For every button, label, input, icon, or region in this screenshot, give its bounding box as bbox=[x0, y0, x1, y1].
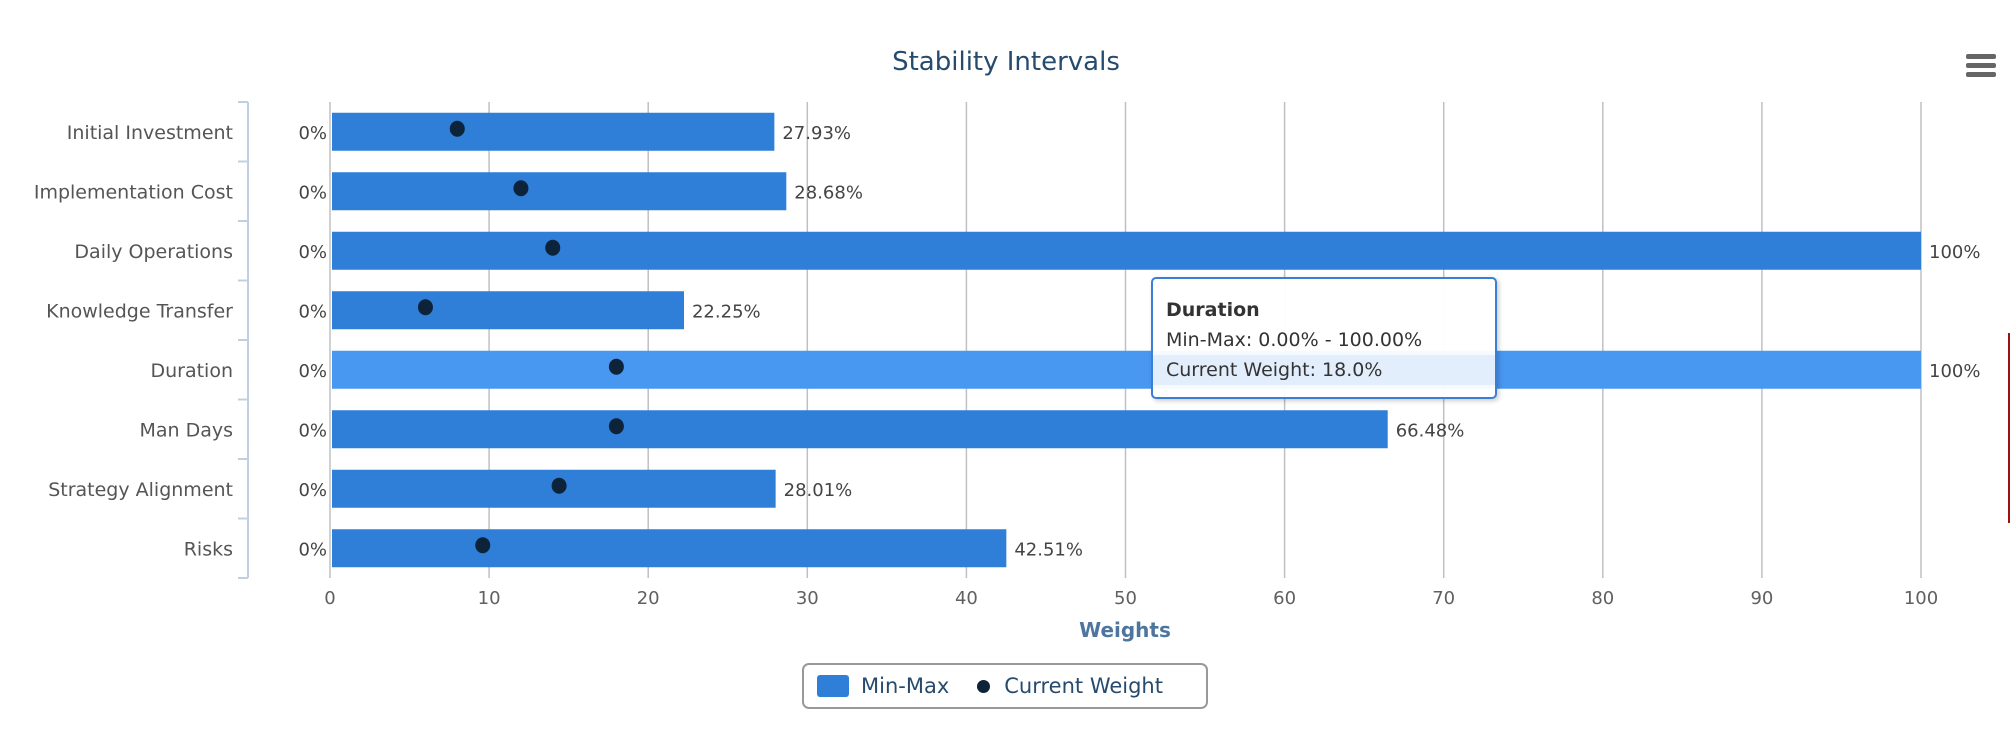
bar-high-label: 22.25% bbox=[692, 301, 761, 322]
category-label: Risks bbox=[184, 538, 233, 560]
x-tick-label: 30 bbox=[796, 588, 819, 609]
x-tick-label: 0 bbox=[324, 588, 335, 609]
current-weight-point bbox=[449, 120, 465, 137]
current-weight-point bbox=[475, 537, 491, 554]
x-tick-label: 10 bbox=[478, 588, 501, 609]
category-label: Strategy Alignment bbox=[48, 479, 233, 501]
bar-low-label: 0% bbox=[298, 361, 327, 382]
bar-min-max bbox=[332, 350, 1921, 389]
legend-current-weight[interactable]: Current Weight bbox=[1004, 674, 1163, 698]
category-label: Daily Operations bbox=[74, 241, 233, 263]
legend: Min-Max Current Weight bbox=[802, 663, 1208, 709]
bar-high-label: 42.51% bbox=[1014, 539, 1083, 560]
x-axis-title: Weights bbox=[1079, 618, 1171, 642]
bar-min-max bbox=[332, 112, 775, 151]
bar-low-label: 0% bbox=[298, 301, 327, 322]
bar-low-label: 0% bbox=[298, 123, 327, 144]
current-weight-point bbox=[513, 180, 529, 197]
current-weight-point bbox=[417, 299, 433, 316]
x-tick-label: 40 bbox=[955, 588, 978, 609]
tooltip-title: Duration bbox=[1166, 299, 1260, 321]
category-label: Knowledge Transfer bbox=[46, 300, 233, 322]
bar-low-label: 0% bbox=[298, 242, 327, 263]
tooltip-current-weight: Current Weight: 18.0% bbox=[1153, 355, 1495, 385]
bar-high-label: 28.68% bbox=[794, 182, 863, 203]
tooltip-min-max: Min-Max: 0.00% - 100.00% bbox=[1166, 329, 1423, 351]
bar-min-max bbox=[332, 291, 684, 330]
x-tick-label: 80 bbox=[1591, 588, 1614, 609]
bar-low-label: 0% bbox=[298, 480, 327, 501]
bar-low-label: 0% bbox=[298, 420, 327, 441]
x-tick-label: 100 bbox=[1904, 588, 1938, 609]
category-label: Duration bbox=[150, 360, 233, 382]
hamburger-menu-icon[interactable] bbox=[1966, 54, 1996, 80]
category-label: Initial Investment bbox=[67, 122, 233, 144]
category-label: Man Days bbox=[139, 419, 233, 441]
current-weight-point bbox=[551, 477, 567, 494]
current-weight-point bbox=[545, 239, 561, 256]
current-weight-point bbox=[608, 418, 624, 435]
bar-min-max bbox=[332, 231, 1921, 270]
bar-min-max bbox=[332, 410, 1388, 449]
x-tick-label: 90 bbox=[1750, 588, 1773, 609]
bar-high-label: 100% bbox=[1929, 361, 1980, 382]
x-tick-label: 60 bbox=[1273, 588, 1296, 609]
category-label: Implementation Cost bbox=[34, 181, 233, 203]
bar-min-max bbox=[332, 529, 1007, 568]
bar-high-label: 66.48% bbox=[1396, 420, 1465, 441]
bar-high-label: 28.01% bbox=[784, 480, 853, 501]
legend-current-weight-marker[interactable] bbox=[977, 679, 991, 693]
x-tick-label: 20 bbox=[637, 588, 660, 609]
x-tick-label: 50 bbox=[1114, 588, 1137, 609]
bar-high-label: 100% bbox=[1929, 242, 1980, 263]
bar-high-label: 27.93% bbox=[782, 123, 851, 144]
x-tick-label: 70 bbox=[1432, 588, 1455, 609]
tooltip: Duration Min-Max: 0.00% - 100.00% Curren… bbox=[1151, 277, 1497, 399]
current-weight-point bbox=[608, 358, 624, 375]
scroll-indicator bbox=[2008, 333, 2010, 523]
legend-min-max-swatch[interactable] bbox=[817, 675, 849, 697]
bar-min-max bbox=[332, 172, 787, 211]
bar-low-label: 0% bbox=[298, 182, 327, 203]
chart-title: Stability Intervals bbox=[892, 47, 1120, 77]
legend-min-max[interactable]: Min-Max bbox=[861, 674, 950, 698]
bar-low-label: 0% bbox=[298, 539, 327, 560]
